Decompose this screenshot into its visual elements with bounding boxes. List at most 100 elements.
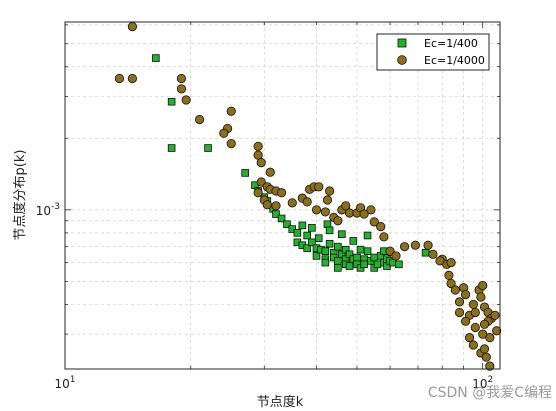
circle-point: [265, 167, 275, 177]
circle-point: [423, 240, 433, 250]
square-point: [308, 224, 316, 232]
square-point: [241, 169, 249, 177]
square-point: [363, 247, 372, 255]
square-point: [167, 144, 176, 152]
circle-point: [444, 270, 454, 280]
circle-point: [369, 217, 379, 227]
y-axis-label: 节点度分布p(k): [12, 150, 28, 241]
circle-point: [253, 188, 263, 198]
circle-point: [385, 246, 395, 256]
square-point: [353, 253, 361, 262]
square-point: [363, 231, 372, 240]
circle-point: [470, 322, 480, 333]
circle-point: [435, 256, 445, 266]
circle-point: [379, 232, 389, 242]
square-point: [303, 244, 311, 252]
circle-point: [176, 84, 187, 94]
circle-point: [481, 352, 491, 362]
circle-point: [276, 188, 287, 198]
circle-point: [333, 216, 343, 226]
square-point: [334, 264, 342, 272]
square-point: [421, 248, 430, 257]
circle-point: [450, 285, 460, 295]
circle-point: [428, 249, 438, 259]
circle-point: [490, 310, 500, 320]
circle-point: [479, 344, 490, 354]
square-point: [314, 234, 323, 242]
circle-point: [359, 209, 369, 219]
circle-point: [194, 114, 205, 125]
legend-label-series-2: Ec=1/4000: [424, 54, 485, 67]
square-point: [167, 97, 176, 106]
square-point: [349, 237, 358, 245]
square-point: [272, 210, 280, 218]
y-tick-label: 10-3: [36, 202, 60, 218]
square-point: [325, 239, 334, 248]
square-point: [288, 225, 297, 233]
circle-point: [253, 141, 263, 151]
square-point: [345, 262, 354, 270]
square-point: [277, 214, 286, 223]
legend-label-series-1: Ec=1/400: [424, 37, 478, 50]
circle-point: [476, 292, 486, 302]
x-tick-labels: 101 102: [54, 375, 493, 391]
legend: Ec=1/400 Ec=1/4000: [376, 33, 490, 71]
square-point: [338, 250, 346, 259]
circle-point: [322, 195, 333, 205]
square-point: [356, 245, 365, 254]
circle-point: [479, 319, 490, 329]
circle-point: [468, 340, 479, 350]
square-point: [334, 242, 342, 251]
circle-point: [446, 278, 456, 289]
square-point: [293, 229, 302, 237]
square-point: [321, 258, 330, 267]
circle-point: [325, 186, 335, 196]
square-point: [395, 260, 403, 269]
circle-point: [302, 197, 312, 207]
square-point: [325, 226, 334, 235]
grid-lines: [64, 22, 500, 369]
circle-point: [127, 73, 138, 84]
circle-point: [461, 289, 471, 300]
series-2: [114, 22, 502, 371]
y-tick-labels: 10-3: [36, 202, 60, 218]
circle-point: [256, 177, 266, 187]
x-tick-label: 101: [54, 375, 75, 391]
square-point: [334, 257, 342, 265]
circle-point: [410, 240, 420, 250]
circle-point: [454, 307, 465, 318]
circle-point: [253, 150, 263, 160]
square-point: [341, 245, 350, 254]
square-point: [338, 230, 346, 238]
circle-point: [446, 257, 456, 268]
x-tick-label: 102: [472, 375, 493, 391]
circle-point: [478, 281, 488, 291]
square-point: [373, 260, 382, 269]
legend-box: [376, 33, 490, 71]
data-points: [114, 22, 502, 371]
circle-point: [114, 73, 125, 84]
circle-point: [470, 307, 480, 318]
circle-point: [341, 201, 351, 211]
square-point: [312, 252, 321, 260]
circle-point: [256, 158, 266, 168]
circle-point: [311, 205, 322, 215]
square-point: [152, 54, 160, 62]
square-point: [360, 260, 368, 269]
circle-point: [219, 128, 229, 138]
circle-point: [181, 95, 191, 105]
watermark: CSDN @我爱C编程: [428, 385, 552, 401]
square-point: [298, 221, 307, 230]
circle-point: [320, 207, 330, 217]
circle-point: [391, 251, 401, 261]
circle-point: [478, 329, 488, 339]
circle-point: [464, 333, 475, 343]
circle-point: [492, 326, 502, 336]
circle-point: [314, 182, 324, 192]
circle-point: [454, 297, 465, 307]
circle-point: [468, 299, 479, 310]
square-point: [283, 220, 291, 229]
circle-point: [485, 361, 495, 371]
circle-point: [226, 106, 236, 116]
